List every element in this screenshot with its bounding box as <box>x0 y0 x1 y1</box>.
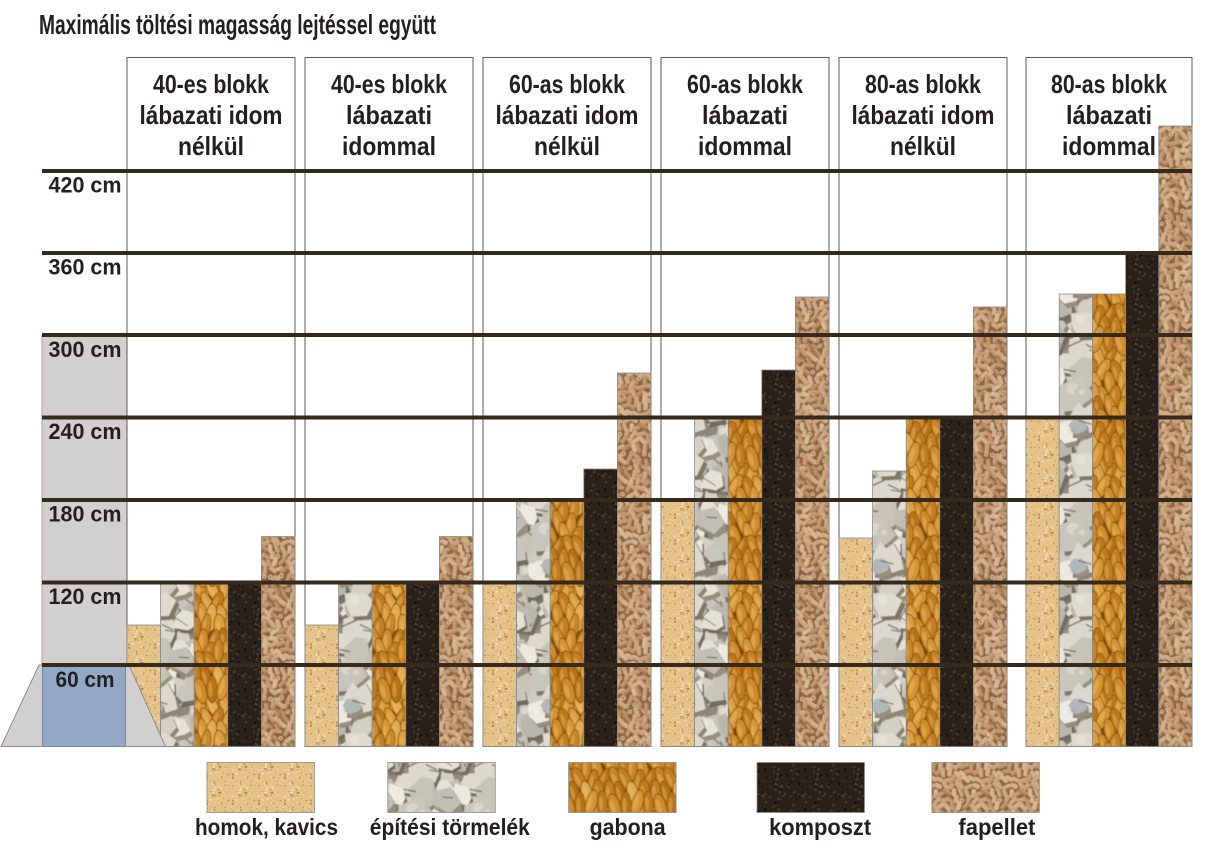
svg-text:lábazati idom: lábazati idom <box>852 100 995 130</box>
svg-text:80-as blokk: 80-as blokk <box>865 69 981 99</box>
svg-text:60 cm: 60 cm <box>56 667 115 692</box>
svg-text:lábazati: lábazati <box>346 100 432 130</box>
svg-text:300 cm: 300 cm <box>49 337 122 362</box>
svg-text:40-es blokk: 40-es blokk <box>153 69 269 99</box>
svg-text:homok, kavics: homok, kavics <box>195 814 338 840</box>
svg-text:40-es blokk: 40-es blokk <box>331 69 447 99</box>
svg-text:lábazati idom: lábazati idom <box>496 100 639 130</box>
svg-text:fapellet: fapellet <box>958 814 1035 840</box>
svg-text:420 cm: 420 cm <box>49 173 122 198</box>
svg-text:180 cm: 180 cm <box>49 502 122 527</box>
svg-text:lábazati idom: lábazati idom <box>140 100 283 130</box>
svg-text:idommal: idommal <box>342 131 436 161</box>
svg-text:lábazati: lábazati <box>702 100 788 130</box>
svg-text:nélkül: nélkül <box>534 131 600 161</box>
svg-text:idommal: idommal <box>1062 131 1156 161</box>
svg-text:építési törmelék: építési törmelék <box>370 814 530 840</box>
svg-text:120 cm: 120 cm <box>49 584 122 609</box>
svg-text:nélkül: nélkül <box>178 131 244 161</box>
svg-text:60-as blokk: 60-as blokk <box>687 69 803 99</box>
svg-text:360 cm: 360 cm <box>49 255 122 280</box>
svg-text:60-as blokk: 60-as blokk <box>509 69 625 99</box>
svg-text:80-as blokk: 80-as blokk <box>1051 69 1167 99</box>
svg-text:lábazati: lábazati <box>1066 100 1152 130</box>
svg-text:gabona: gabona <box>590 814 666 840</box>
svg-text:Maximális töltési magasság lej: Maximális töltési magasság lejtéssel egy… <box>39 9 436 40</box>
svg-text:nélkül: nélkül <box>890 131 956 161</box>
svg-text:idommal: idommal <box>698 131 792 161</box>
svg-text:komposzt: komposzt <box>769 814 871 840</box>
svg-text:240 cm: 240 cm <box>49 419 122 444</box>
